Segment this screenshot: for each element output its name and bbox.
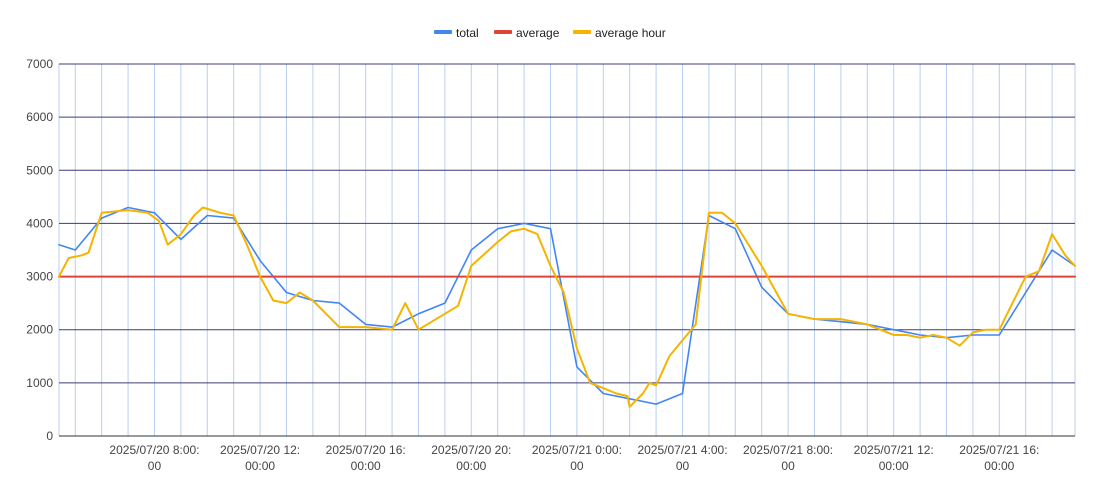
- x-tick-label-line2: 00: [676, 459, 690, 473]
- x-axis-tick-labels: 2025/07/20 8:00: 00 2025/07/20 12: 00:00 202…: [109, 443, 1039, 473]
- y-tick-label: 7000: [26, 57, 53, 71]
- legend-label-average-hour: average hour: [595, 26, 666, 40]
- y-tick-label: 3000: [26, 270, 53, 284]
- x-tick-label-line1: 2025/07/21 4:00:: [637, 443, 727, 457]
- legend-swatch-average: [494, 30, 512, 34]
- legend-item-average-hour[interactable]: average hour: [573, 26, 666, 40]
- plot-series: [58, 206, 1076, 408]
- x-tick-label-line2: 00:00: [351, 459, 381, 473]
- x-tick-label-line1: 2025/07/20 12:: [220, 443, 300, 457]
- y-tick-label: 5000: [26, 163, 53, 177]
- legend-swatch-total: [434, 30, 452, 34]
- horizontal-gridlines: [59, 63, 1075, 437]
- y-tick-label: 2000: [26, 323, 53, 337]
- x-tick-label-line2: 00:00: [984, 459, 1014, 473]
- x-tick-label-line1: 2025/07/21 0:00:: [532, 443, 622, 457]
- legend-item-total[interactable]: total: [434, 26, 479, 40]
- x-tick-label-line2: 00: [781, 459, 795, 473]
- y-tick-label: 1000: [26, 376, 53, 390]
- x-tick-label-line2: 00:00: [456, 459, 486, 473]
- legend-label-average: average: [516, 26, 560, 40]
- legend: total average average hour: [434, 26, 666, 40]
- legend-swatch-average-hour: [573, 30, 591, 34]
- y-tick-label: 4000: [26, 216, 53, 230]
- series-line-average-hour: [58, 206, 1076, 408]
- x-tick-label-line1: 2025/07/20 8:00:: [109, 443, 199, 457]
- x-tick-label-line2: 00: [570, 459, 584, 473]
- x-tick-label-line2: 00:00: [245, 459, 275, 473]
- x-tick-label-line1: 2025/07/20 20:: [431, 443, 511, 457]
- legend-label-total: total: [456, 26, 479, 40]
- x-tick-label-line1: 2025/07/21 8:00:: [743, 443, 833, 457]
- y-tick-label: 6000: [26, 110, 53, 124]
- x-tick-label-line2: 00:00: [879, 459, 909, 473]
- x-tick-label-line1: 2025/07/21 12:: [854, 443, 934, 457]
- x-tick-label-line2: 00: [148, 459, 162, 473]
- legend-item-average[interactable]: average: [494, 26, 560, 40]
- y-axis-tick-labels: 0 1000 2000 3000 4000 5000 6000 7000: [26, 57, 53, 443]
- series-line-total: [58, 206, 1076, 405]
- y-tick-label: 0: [46, 429, 53, 443]
- vertical-gridlines: [58, 64, 1076, 436]
- x-tick-label-line1: 2025/07/20 16:: [326, 443, 406, 457]
- x-tick-label-line1: 2025/07/21 16:: [959, 443, 1039, 457]
